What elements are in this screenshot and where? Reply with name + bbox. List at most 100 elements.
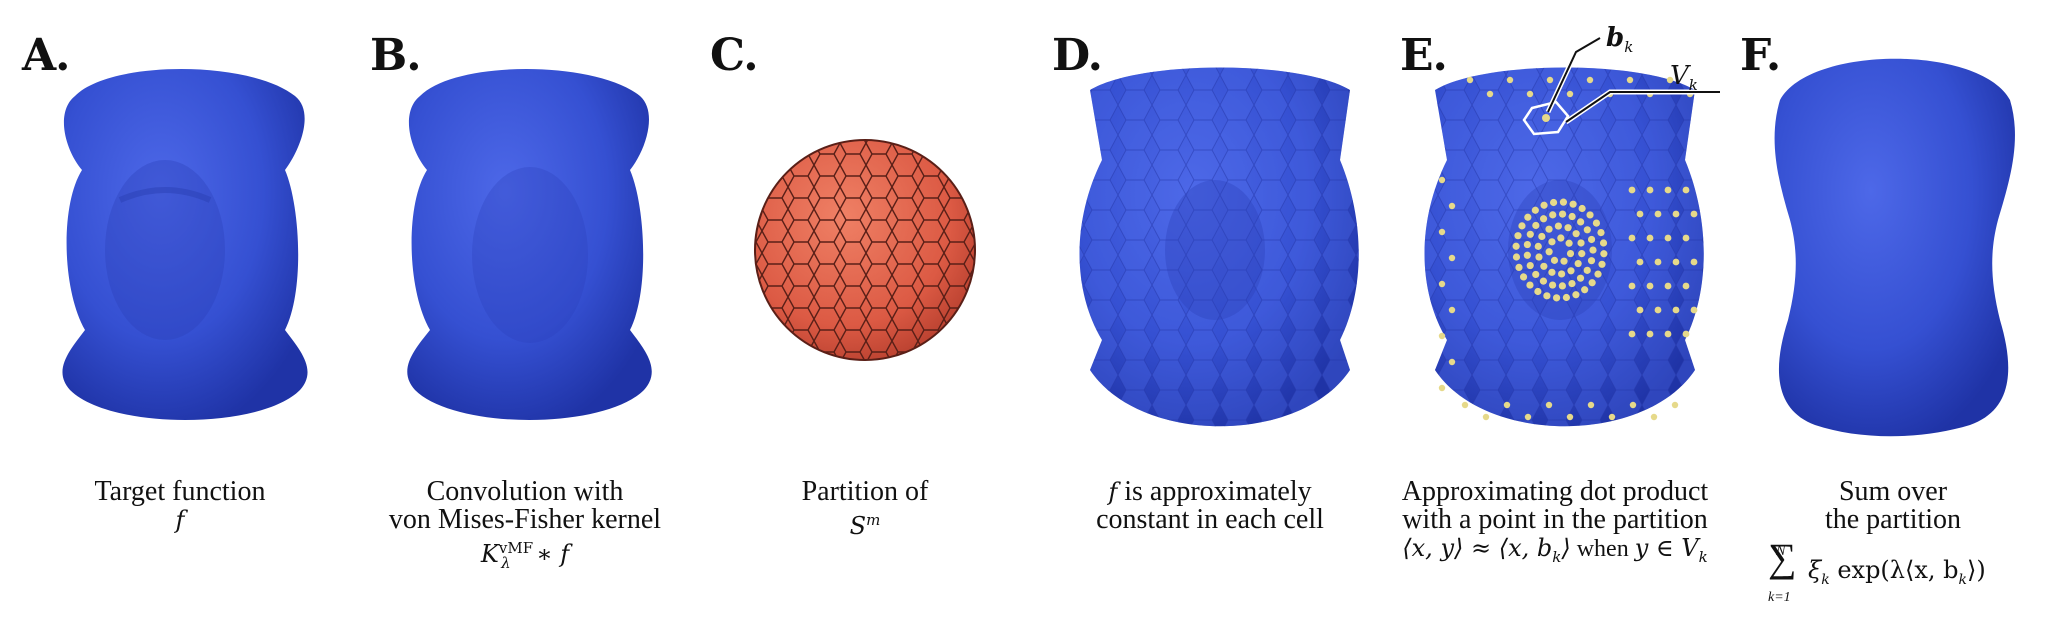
math-sup: m — [866, 511, 881, 529]
sum-surface — [1774, 58, 2015, 437]
panel-letter: E. — [1400, 30, 1448, 81]
partition-point — [1566, 413, 1574, 421]
partition-point — [1600, 250, 1608, 258]
partition-point — [1629, 401, 1637, 409]
partition-point — [1664, 186, 1672, 194]
partition-point — [1690, 306, 1698, 314]
caption-line: Convolution with — [426, 476, 624, 507]
label-b-sub: k — [1624, 38, 1633, 56]
math-sub: k — [1958, 571, 1968, 588]
caption-b: Convolution with von Mises-Fisher kernel… — [355, 478, 695, 577]
label-bk: bk — [1606, 23, 1633, 56]
partition-point — [1566, 249, 1575, 258]
sum-symbol: ∑ — [1768, 535, 1797, 580]
partition-point — [1646, 282, 1654, 290]
partition-point — [1574, 259, 1582, 268]
sum-term: ξk exp(λ⟨x, bk⟩) — [1808, 556, 1986, 594]
partition-point — [1565, 239, 1573, 247]
piecewise-constant-surface — [1079, 67, 1359, 427]
caption-line: Sum over — [1838, 476, 1948, 507]
partition-point — [1654, 210, 1662, 218]
partition-point — [1690, 258, 1698, 266]
partition-point — [1628, 282, 1636, 290]
math-sub: k — [1821, 571, 1830, 588]
caption-a: Target function f — [70, 478, 290, 535]
partition-point — [1592, 219, 1601, 227]
partition-point — [1438, 280, 1446, 288]
partition-point — [1664, 234, 1672, 242]
partition-point — [1540, 201, 1548, 209]
center-point — [1542, 114, 1550, 122]
partition-point — [1682, 330, 1690, 338]
partition-point — [1567, 267, 1575, 275]
partition-point — [1548, 268, 1556, 276]
partition-point — [1628, 330, 1636, 338]
math-rhs: ⟩ — [1561, 534, 1571, 562]
panel-b: B. Convolution with von Mises-Fisher ker… — [340, 0, 700, 640]
partition-point — [1548, 238, 1556, 246]
partition-point — [1581, 286, 1589, 294]
partition-point — [1646, 234, 1654, 242]
partition-point — [1552, 294, 1561, 302]
caption-line: the partition — [1824, 504, 1962, 535]
math-sub: λ — [501, 553, 511, 572]
caption-math: f — [175, 506, 185, 534]
partition-point — [1503, 401, 1511, 409]
partition-point — [1532, 221, 1540, 230]
partition-point — [1682, 186, 1690, 194]
math-close: ⟩) — [1967, 556, 1986, 584]
partition-point — [1534, 242, 1542, 250]
partition-point — [1682, 234, 1690, 242]
partition-point — [1438, 332, 1446, 340]
math-rest: ∗ f — [528, 540, 570, 568]
caption-f: Sum over the partition N ∑ k=1 ξk exp(λ⟨… — [1740, 476, 2046, 606]
partition-point — [1550, 256, 1559, 264]
partition-point — [1576, 274, 1585, 282]
panel-letter: A. — [22, 30, 70, 81]
partition-point — [1654, 258, 1662, 266]
math-exp: exp(λ⟨x, b — [1829, 556, 1959, 584]
partition-point — [1672, 306, 1680, 314]
highlighted-cell — [1522, 100, 1570, 136]
partition-point — [1636, 306, 1644, 314]
partition-point — [1448, 254, 1456, 262]
partition-point — [1578, 204, 1586, 213]
partition-point — [1540, 262, 1548, 270]
partition-point — [1586, 211, 1594, 219]
caption-math: ⟨x, y⟩ ≈ ⟨x, bk⟩ when y ∈ Vk — [1370, 534, 1740, 571]
partition-point — [1650, 413, 1658, 421]
label-v-sub: k — [1689, 76, 1698, 94]
partition-point — [1589, 246, 1597, 254]
convolution-surface — [407, 69, 652, 420]
partition-point — [1545, 248, 1553, 256]
partition-point — [1672, 258, 1680, 266]
partition-point — [1438, 228, 1446, 236]
math-f: f — [1108, 478, 1118, 506]
panel-c: C. Partition of Sm — [710, 0, 1000, 640]
panel-d: D. f is approximately constant in each c… — [1050, 0, 1370, 640]
caption-math: KvMFλ ∗ f — [355, 534, 695, 577]
partition-point — [1586, 76, 1594, 84]
partition-point — [1546, 76, 1554, 84]
caption-d: f is approximately constant in each cell — [1060, 478, 1360, 534]
caption-line: with a point in the partition — [1402, 504, 1708, 535]
label-b: b — [1606, 23, 1624, 53]
partition-point — [1577, 239, 1585, 247]
partition-point — [1597, 229, 1605, 237]
caption-line: Approximating dot product — [1401, 476, 1709, 507]
partition-point — [1626, 76, 1634, 84]
partition-point — [1523, 240, 1531, 249]
partition-point — [1568, 212, 1576, 221]
partition-point — [1518, 222, 1526, 230]
math-kernel: K — [480, 540, 499, 568]
partition-point — [1690, 210, 1698, 218]
math-sub: k — [1698, 547, 1708, 566]
partition-point — [1587, 235, 1596, 244]
partition-point — [1526, 90, 1534, 98]
partition-point — [1532, 270, 1540, 279]
partition-point — [1636, 210, 1644, 218]
partition-point — [1664, 282, 1672, 290]
partition-point — [1569, 200, 1577, 208]
partition-point — [1535, 253, 1543, 261]
partition-points-surface: bk Vk — [1424, 23, 1720, 427]
